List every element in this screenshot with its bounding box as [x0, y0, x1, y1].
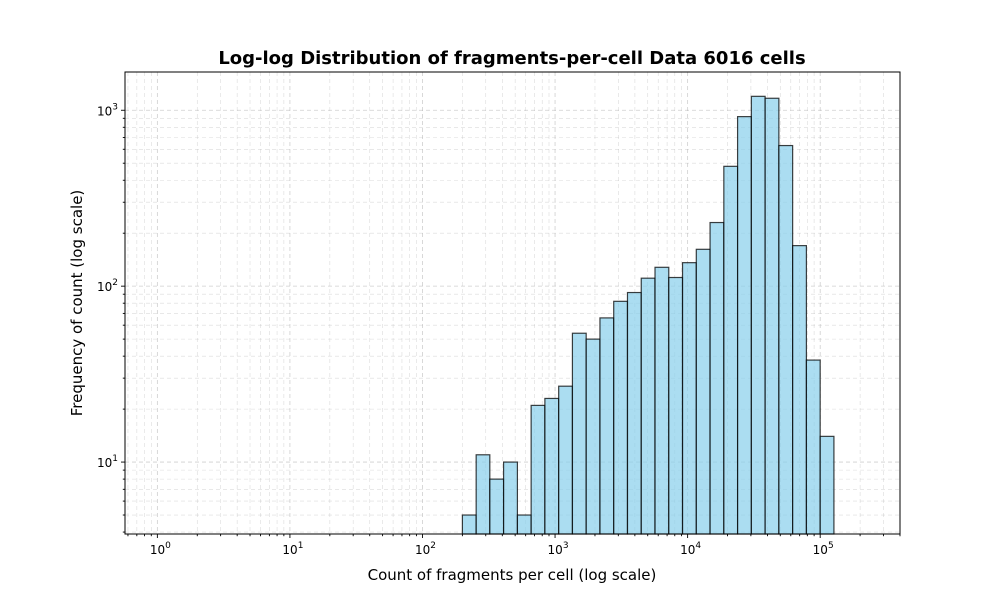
histogram-bar [502, 461, 519, 535]
histogram-bar [530, 404, 546, 535]
histogram-bar [723, 165, 739, 535]
x-axis-label: Count of fragments per cell (log scale) [368, 566, 657, 584]
histogram-bar [489, 478, 505, 535]
histogram-bar [585, 338, 601, 535]
y-axis-label: Frequency of count (log scale) [68, 190, 86, 417]
histogram-bars [461, 95, 835, 535]
histogram-bar [778, 144, 794, 535]
x-axis-ticks: 100 101 102 103 104 105 [127, 534, 901, 557]
histogram-bar [805, 359, 821, 535]
histogram-bar [764, 97, 780, 535]
histogram-bar [475, 454, 491, 535]
x-tick-label: 103 [548, 541, 569, 557]
histogram-bar [654, 266, 670, 535]
y-tick-label: 101 [97, 454, 118, 470]
histogram-bar [750, 95, 766, 535]
histogram-bar [668, 276, 684, 535]
y-tick-label: 103 [97, 102, 118, 118]
x-tick-label: 102 [415, 541, 436, 557]
x-tick-label: 104 [680, 541, 701, 557]
histogram-bar [736, 116, 752, 535]
histogram-bar [544, 397, 560, 535]
histogram-bar [640, 277, 656, 535]
y-tick-label: 102 [97, 278, 118, 294]
histogram-bar [516, 514, 532, 535]
histogram-bar [571, 332, 587, 535]
histogram-bar [626, 291, 642, 535]
histogram-bar [709, 221, 725, 535]
histogram-bar [599, 317, 615, 535]
histogram-bar [613, 300, 629, 535]
chart-title: Log-log Distribution of fragments-per-ce… [218, 48, 805, 69]
histogram-bar [681, 262, 697, 535]
y-axis-ticks: 101 102 103 [97, 102, 125, 533]
histogram-bar [461, 514, 477, 535]
histogram-bar [819, 435, 835, 535]
x-tick-label: 101 [282, 541, 303, 557]
histogram-bar [792, 245, 808, 535]
x-tick-label: 105 [813, 541, 834, 557]
x-tick-label: 100 [150, 541, 171, 557]
histogram-bar [695, 248, 711, 535]
histogram-bar [558, 385, 574, 535]
